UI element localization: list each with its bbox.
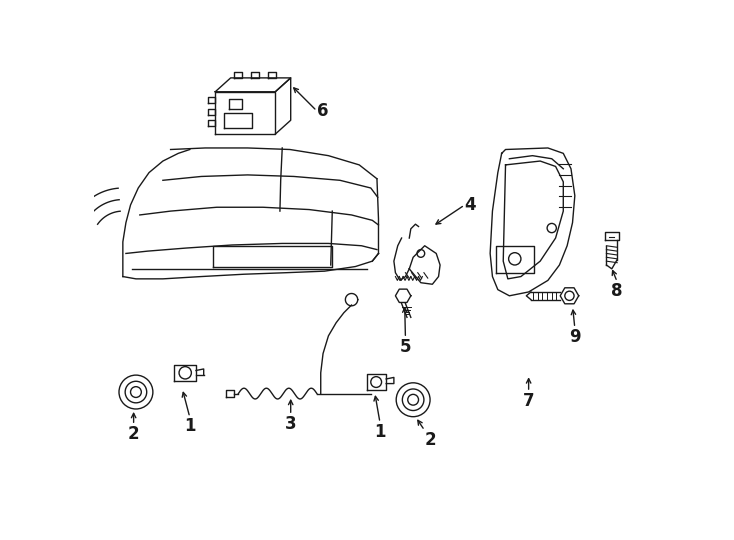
Text: 2: 2 <box>128 425 139 443</box>
Text: 3: 3 <box>285 415 297 433</box>
Text: 2: 2 <box>425 430 436 449</box>
Text: 1: 1 <box>184 417 195 435</box>
Text: 8: 8 <box>611 282 623 300</box>
Text: 7: 7 <box>523 392 534 410</box>
Text: 6: 6 <box>317 102 328 120</box>
Text: 4: 4 <box>465 196 476 214</box>
Text: 5: 5 <box>400 338 411 356</box>
Text: 1: 1 <box>374 423 386 441</box>
Text: 9: 9 <box>569 328 581 346</box>
